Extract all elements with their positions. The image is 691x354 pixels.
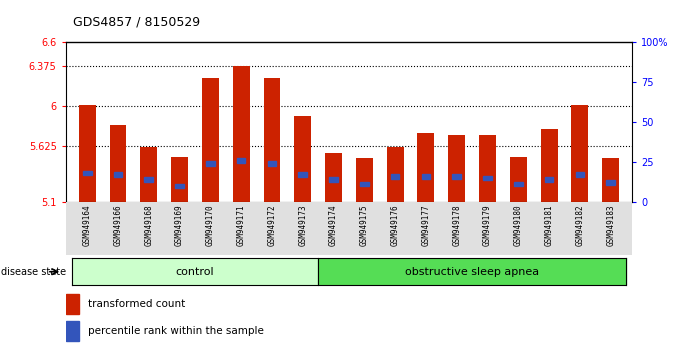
Bar xyxy=(318,258,626,285)
Bar xyxy=(540,129,558,202)
Text: GSM949180: GSM949180 xyxy=(514,204,523,246)
Bar xyxy=(233,66,249,202)
Text: GSM949176: GSM949176 xyxy=(390,204,399,246)
Text: GSM949166: GSM949166 xyxy=(113,204,122,246)
Bar xyxy=(360,182,369,187)
Bar xyxy=(603,158,619,202)
Bar xyxy=(325,153,342,202)
Bar xyxy=(356,158,373,202)
Bar xyxy=(110,125,126,202)
Text: GSM949182: GSM949182 xyxy=(576,204,585,246)
Text: GSM949172: GSM949172 xyxy=(267,204,276,246)
Bar xyxy=(294,116,311,202)
Bar xyxy=(571,105,588,202)
Bar xyxy=(176,184,184,188)
Bar xyxy=(479,135,496,202)
Bar xyxy=(576,172,584,177)
Bar xyxy=(140,147,158,202)
Text: GSM949169: GSM949169 xyxy=(175,204,184,246)
Text: GSM949179: GSM949179 xyxy=(483,204,492,246)
Bar xyxy=(237,158,245,162)
Bar xyxy=(448,135,465,202)
Bar xyxy=(263,78,281,202)
Text: control: control xyxy=(176,267,214,277)
Text: GSM949170: GSM949170 xyxy=(206,204,215,246)
Bar xyxy=(510,157,527,202)
Bar xyxy=(267,161,276,166)
Bar xyxy=(607,181,615,185)
Bar xyxy=(83,171,91,175)
Text: transformed count: transformed count xyxy=(88,299,185,309)
Text: GSM949168: GSM949168 xyxy=(144,204,153,246)
Bar xyxy=(202,78,219,202)
Text: GDS4857 / 8150529: GDS4857 / 8150529 xyxy=(73,15,200,28)
Text: GSM949175: GSM949175 xyxy=(360,204,369,246)
Text: GSM949171: GSM949171 xyxy=(237,204,246,246)
Text: disease state: disease state xyxy=(1,267,66,277)
Bar xyxy=(422,174,430,178)
Bar xyxy=(545,177,553,182)
Bar xyxy=(387,147,404,202)
Text: GSM949164: GSM949164 xyxy=(83,204,92,246)
Text: GSM949177: GSM949177 xyxy=(422,204,430,246)
Text: obstructive sleep apnea: obstructive sleep apnea xyxy=(405,267,539,277)
Bar xyxy=(114,172,122,177)
Bar xyxy=(66,321,79,341)
Bar xyxy=(206,161,215,166)
Bar xyxy=(483,176,492,180)
Bar xyxy=(329,177,338,182)
Text: GSM949183: GSM949183 xyxy=(606,204,615,246)
Bar xyxy=(391,174,399,178)
Bar xyxy=(453,174,461,178)
Bar xyxy=(79,105,95,202)
Text: GSM949173: GSM949173 xyxy=(299,204,307,246)
Text: GSM949174: GSM949174 xyxy=(329,204,338,246)
Text: GSM949178: GSM949178 xyxy=(452,204,461,246)
Bar xyxy=(171,157,188,202)
Bar xyxy=(417,133,435,202)
Text: percentile rank within the sample: percentile rank within the sample xyxy=(88,326,264,336)
Bar xyxy=(72,258,318,285)
Bar xyxy=(514,182,522,187)
Bar xyxy=(66,294,79,314)
Bar xyxy=(299,172,307,177)
Bar xyxy=(144,177,153,182)
Text: GSM949181: GSM949181 xyxy=(545,204,553,246)
